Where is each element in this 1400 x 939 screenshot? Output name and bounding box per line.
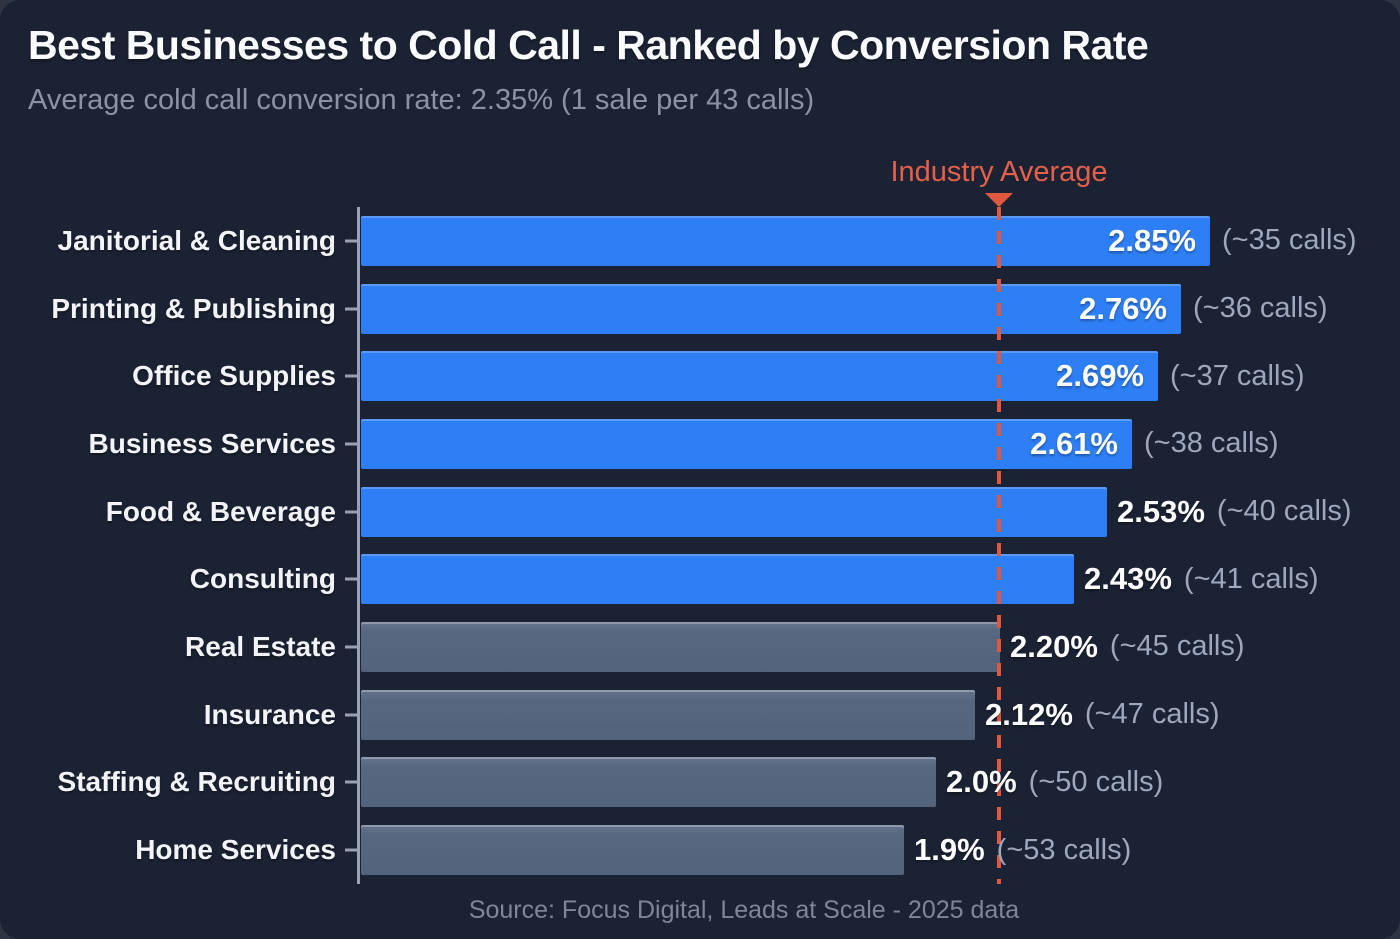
category-label: Janitorial & Cleaning bbox=[57, 224, 337, 256]
category-label: Business Services bbox=[88, 427, 337, 459]
bar: 2.53% bbox=[361, 486, 1107, 537]
calls-label: (~40 calls) bbox=[1216, 495, 1352, 528]
axis-tick bbox=[345, 780, 357, 784]
bar-chart: Janitorial & Cleaning 2.85% 2.85% (~35 c… bbox=[0, 156, 1400, 884]
bar-row-food-beverage: Food & Beverage 2.53% 2.53% (~40 calls) bbox=[0, 478, 1400, 546]
industry-average-line bbox=[997, 207, 1001, 884]
calls-label: (~45 calls) bbox=[1109, 630, 1245, 663]
axis-tick bbox=[345, 848, 357, 852]
calls-label: (~38 calls) bbox=[1144, 427, 1279, 460]
bar-rows: Janitorial & Cleaning 2.85% 2.85% (~35 c… bbox=[0, 207, 1400, 884]
source-attribution: Source: Focus Digital, Leads at Scale - … bbox=[468, 896, 1020, 924]
axis-tick bbox=[345, 442, 357, 446]
bar-row-staffing-recruiting: Staffing & Recruiting 2.0% 2.0% (~50 cal… bbox=[0, 749, 1400, 817]
industry-average-label: Industry Average bbox=[890, 156, 1108, 188]
calls-label: (~36 calls) bbox=[1193, 292, 1328, 325]
y-axis-line bbox=[357, 207, 360, 884]
value-label: 2.12% bbox=[985, 696, 1073, 732]
value-label: 1.9% bbox=[914, 832, 985, 868]
bar: 2.85% bbox=[361, 215, 1210, 266]
category-label: Consulting bbox=[189, 563, 336, 595]
axis-tick bbox=[345, 577, 357, 581]
bar-row-home-services: Home Services 1.9% 1.9% (~53 calls) bbox=[0, 816, 1400, 884]
category-label: Office Supplies bbox=[132, 360, 336, 392]
value-label: 2.53% bbox=[1117, 493, 1205, 529]
bar-row-consulting: Consulting 2.43% 2.43% (~41 calls) bbox=[0, 545, 1400, 613]
page-subtitle: Average cold call conversion rate: 2.35%… bbox=[28, 84, 815, 116]
value-label: 2.85% bbox=[1108, 222, 1196, 258]
bar-row-printing-publishing: Printing & Publishing 2.76% 2.76% (~36 c… bbox=[0, 275, 1400, 343]
category-label: Home Services bbox=[135, 834, 336, 866]
bar: 2.12% bbox=[361, 689, 975, 740]
axis-tick bbox=[345, 239, 357, 243]
category-label: Food & Beverage bbox=[105, 495, 336, 527]
bar-row-janitorial-cleaning: Janitorial & Cleaning 2.85% 2.85% (~35 c… bbox=[0, 207, 1400, 275]
bar-row-office-supplies: Office Supplies 2.69% 2.69% (~37 calls) bbox=[0, 342, 1400, 410]
page-title: Best Businesses to Cold Call - Ranked by… bbox=[28, 22, 1149, 68]
axis-tick bbox=[345, 307, 357, 311]
axis-tick bbox=[345, 510, 357, 514]
calls-label: (~53 calls) bbox=[996, 833, 1132, 866]
axis-tick bbox=[345, 645, 357, 649]
bar: 2.0% bbox=[361, 757, 936, 808]
calls-label: (~50 calls) bbox=[1028, 765, 1164, 798]
value-label: 2.20% bbox=[1010, 628, 1098, 664]
bar: 2.76% bbox=[361, 283, 1181, 334]
category-label: Insurance bbox=[203, 698, 336, 730]
value-label: 2.76% bbox=[1079, 290, 1167, 326]
category-label: Printing & Publishing bbox=[51, 292, 336, 324]
bar: 2.20% bbox=[361, 621, 1000, 672]
bar: 2.69% bbox=[361, 351, 1158, 402]
value-label: 2.0% bbox=[946, 764, 1017, 800]
calls-label: (~37 calls) bbox=[1170, 359, 1305, 392]
bar: 1.9% bbox=[361, 825, 904, 876]
bar: 2.43% bbox=[361, 554, 1074, 605]
calls-label: (~47 calls) bbox=[1084, 698, 1220, 731]
calls-label: (~41 calls) bbox=[1183, 562, 1319, 595]
value-label: 2.61% bbox=[1030, 425, 1118, 461]
category-label: Real Estate bbox=[185, 630, 336, 662]
value-label: 2.69% bbox=[1056, 358, 1144, 394]
bar-row-business-services: Business Services 2.61% 2.61% (~38 calls… bbox=[0, 410, 1400, 478]
axis-tick bbox=[345, 713, 357, 717]
category-label: Staffing & Recruiting bbox=[57, 766, 336, 798]
industry-average-triangle-icon bbox=[985, 193, 1013, 207]
axis-tick bbox=[345, 374, 357, 378]
bar-row-real-estate: Real Estate 2.20% 2.20% (~45 calls) bbox=[0, 613, 1400, 681]
bar: 2.61% bbox=[361, 418, 1132, 469]
value-label: 2.43% bbox=[1084, 561, 1172, 597]
bar-row-insurance: Insurance 2.12% 2.12% (~47 calls) bbox=[0, 681, 1400, 749]
calls-label: (~35 calls) bbox=[1222, 224, 1357, 257]
